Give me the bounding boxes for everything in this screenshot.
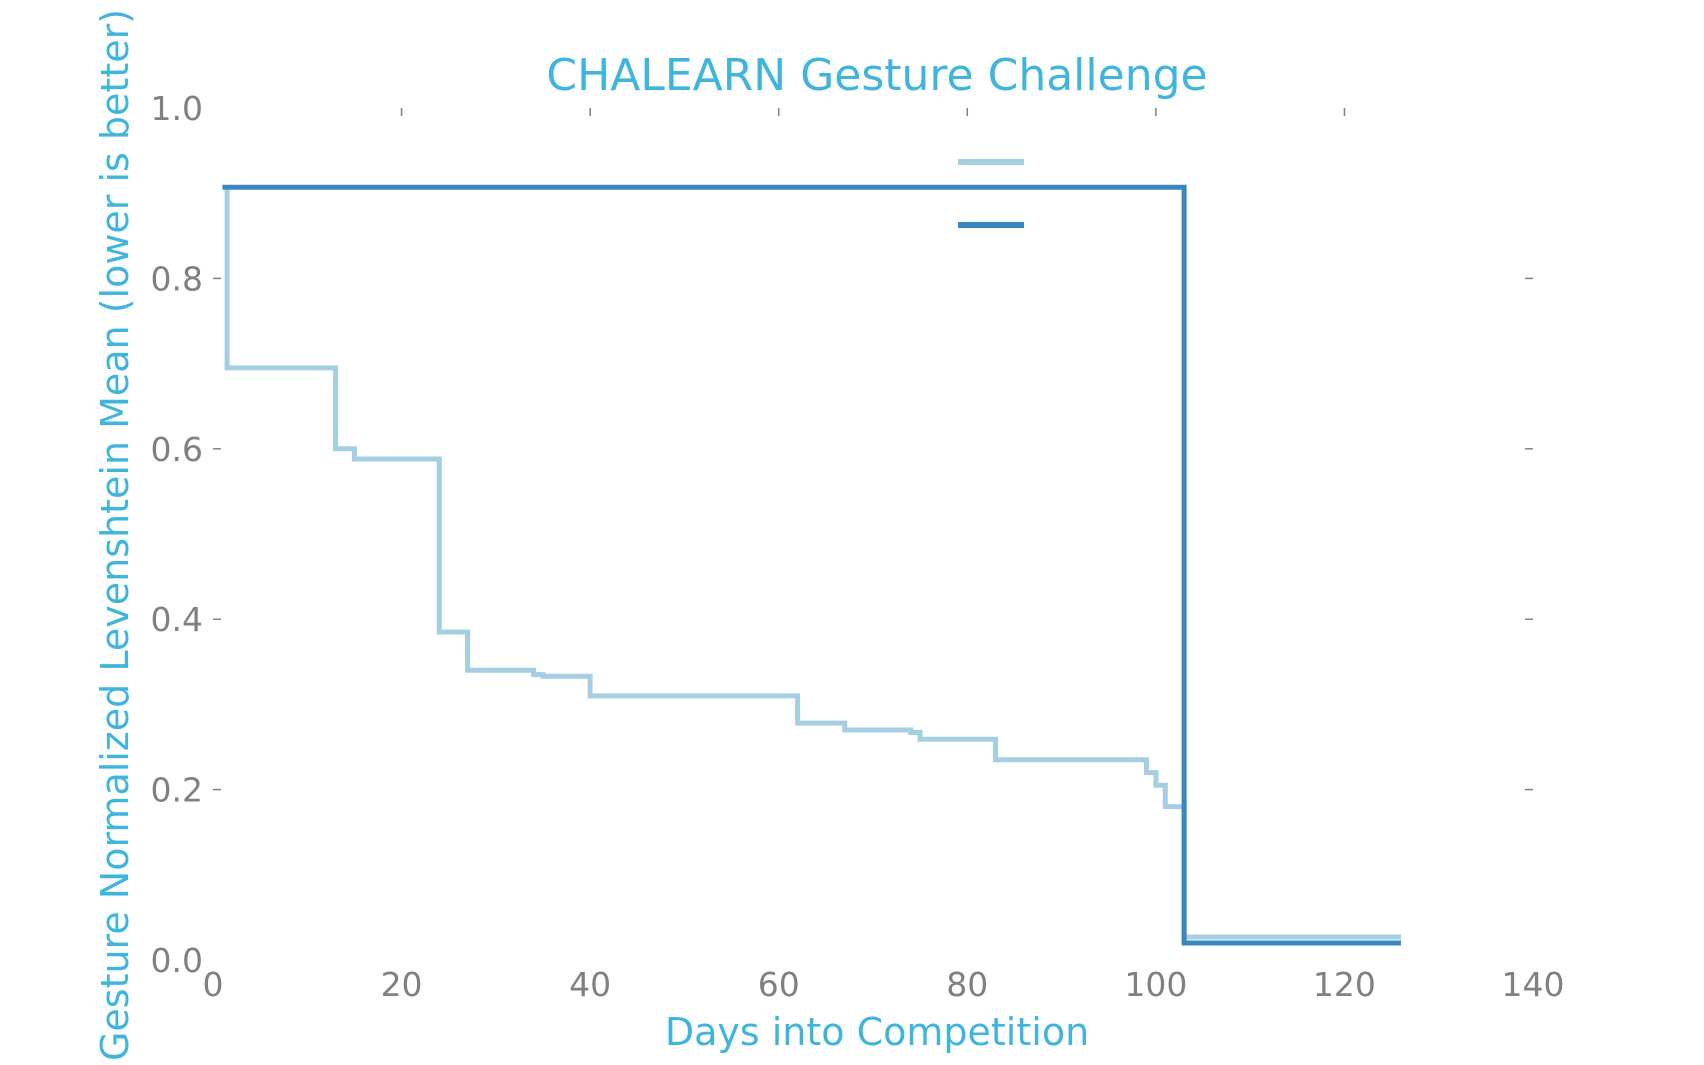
x-tick-label: 60 <box>758 965 800 1004</box>
y-tick-labels: 0.0 0.2 0.4 0.6 0.8 1.0 <box>151 89 203 980</box>
y-tick-label: 0.6 <box>151 430 203 469</box>
x-tick-label: 100 <box>1124 965 1187 1004</box>
y-tick-label: 0.2 <box>151 771 203 810</box>
x-tick-label: 140 <box>1502 965 1565 1004</box>
series-line-1 <box>224 188 1401 940</box>
axis-ticks <box>213 108 1533 791</box>
x-tick-label: 120 <box>1313 965 1376 1004</box>
x-tick-label: 0 <box>203 965 224 1004</box>
y-tick-label: 1.0 <box>151 89 203 128</box>
series-group <box>222 184 1401 946</box>
y-tick-label: 0.4 <box>151 600 203 639</box>
chart-title: CHALEARN Gesture Challenge <box>546 50 1207 101</box>
x-axis-label: Days into Competition <box>665 1010 1089 1054</box>
y-tick-label: 0.8 <box>151 259 203 298</box>
x-tick-label: 80 <box>946 965 988 1004</box>
x-tick-label: 40 <box>569 965 611 1004</box>
y-tick-label: 0.0 <box>151 941 203 980</box>
x-tick-labels: 0 20 40 60 80 100 120 140 <box>203 965 1565 1004</box>
series-line-2 <box>222 184 1401 946</box>
x-tick-label: 20 <box>381 965 423 1004</box>
legend <box>958 159 1024 228</box>
y-axis-label: Gesture Normalized Levenshtein Mean (low… <box>93 9 137 1061</box>
